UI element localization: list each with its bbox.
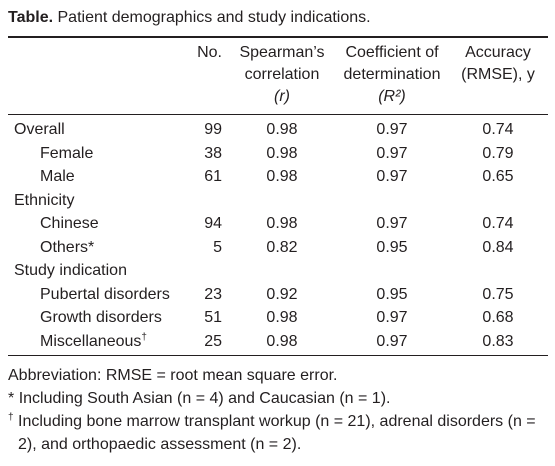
table-cell: 94: [204, 215, 222, 232]
row-label: Growth disorders: [8, 306, 188, 330]
table-cell: 0.98: [266, 168, 298, 185]
row-label-text: Pubertal disorders: [40, 285, 170, 303]
header-cell: [8, 37, 188, 115]
header-line: (r): [274, 88, 290, 105]
table-row: Others* 5 0.82 0.95 0.84: [8, 236, 548, 260]
table-row: Female 38 0.98 0.97 0.79: [8, 142, 548, 166]
row-label: Chinese: [8, 212, 188, 236]
row-note-mark: †: [141, 331, 147, 343]
table-cell: 51: [204, 309, 222, 326]
table-cell: 0.97: [376, 144, 408, 162]
row-label-text: Ethnicity: [14, 191, 75, 209]
footnote-text: Abbreviation: RMSE = root mean square er…: [8, 367, 338, 384]
row-label: Female: [8, 142, 188, 166]
table-cell: 25: [204, 332, 222, 350]
header-line: correlation: [244, 66, 320, 83]
caption-label: Table.: [8, 9, 54, 26]
footnote-mark: *: [8, 390, 15, 407]
data-table: No. Spearman’s correlation (r) Coefficient o…: [8, 36, 548, 356]
table-body: Overall 99 0.98 0.97 0.74 Female 38 0.98 0.97 0.7…: [8, 115, 548, 356]
table-cell: 0.65: [482, 168, 514, 185]
table-caption: Table. Patient demographics and study in…: [8, 7, 371, 29]
row-label-text: Others*: [40, 238, 95, 256]
row-label: Study indication: [8, 259, 188, 283]
table-cell: 0.97: [376, 215, 408, 232]
footnote: Abbreviation: RMSE = root mean square er…: [8, 364, 548, 387]
table-row: Ethnicity: [8, 189, 548, 213]
table-cell: 0.97: [376, 332, 408, 350]
row-label: Ethnicity: [8, 189, 188, 213]
table-cell: 0.74: [482, 121, 514, 138]
table-row: Growth disorders 51 0.98 0.97 0.68: [8, 306, 548, 330]
header-line: Accuracy: [465, 44, 531, 61]
table-cell: 0.95: [376, 285, 408, 303]
table-row: Pubertal disorders 23 0.92 0.95 0.75: [8, 283, 548, 307]
footnote-mark: †: [8, 412, 14, 423]
table-cell: 38: [204, 144, 222, 162]
table-cell: 99: [204, 121, 222, 138]
table-cell: 0.95: [376, 238, 408, 256]
table-cell: 0.98: [266, 121, 298, 138]
table-cell: 0.97: [376, 309, 408, 326]
table-cell: 5: [213, 238, 222, 256]
table-cell: 0.98: [266, 215, 298, 232]
table-row: Miscellaneous† 25 0.98 0.97 0.83: [8, 330, 548, 356]
empty-cell: [188, 259, 548, 283]
row-label: Others*: [8, 236, 188, 260]
header-line: (R²): [378, 88, 406, 105]
table-cell: 0.68: [482, 309, 514, 326]
footnote: † Including bone marrow transplant worku…: [8, 410, 548, 456]
table-cell: 23: [204, 285, 222, 303]
row-label-text: Study indication: [14, 262, 127, 279]
header-line: (RMSE), y: [461, 66, 535, 83]
header-line: No.: [197, 44, 222, 61]
table-cell: 0.97: [376, 121, 408, 138]
header-line: Spearman’s: [239, 44, 325, 61]
table-cell: 61: [204, 168, 222, 185]
header-row: No. Spearman’s correlation (r) Coefficient o…: [8, 37, 548, 115]
header-line: Coefficient of: [345, 44, 439, 61]
row-label-text: Male: [40, 168, 75, 185]
row-label: Miscellaneous†: [8, 330, 188, 356]
empty-cell: [188, 189, 548, 213]
row-label: Pubertal disorders: [8, 283, 188, 307]
row-label-text: Overall: [14, 121, 65, 138]
footnote-text: Including South Asian (n = 4) and Caucas…: [18, 390, 391, 407]
header-line: determination: [343, 66, 441, 83]
table-cell: 0.75: [482, 285, 514, 303]
table-row: Male 61 0.98 0.97 0.65: [8, 165, 548, 189]
row-label-text: Female: [40, 144, 94, 162]
row-label-text: Miscellaneous: [40, 332, 142, 350]
footnote: * Including South Asian (n = 4) and Cauc…: [8, 387, 548, 410]
table-cell: 0.98: [266, 309, 298, 326]
table-cell: 0.79: [482, 144, 514, 162]
header-cell: No.: [188, 37, 228, 115]
table-cell: 0.92: [266, 285, 298, 303]
footnote-text: Including bone marrow transplant workup …: [18, 413, 536, 453]
table-cell: 0.82: [266, 238, 298, 256]
row-label-text: Chinese: [40, 215, 99, 232]
table-cell: 0.97: [376, 168, 408, 185]
table-row: Chinese 94 0.98 0.97 0.74: [8, 212, 548, 236]
caption-text: Patient demographics and study indicatio…: [57, 9, 371, 26]
row-label-text: Growth disorders: [40, 309, 162, 326]
footnotes: Abbreviation: RMSE = root mean square er…: [8, 364, 548, 456]
table-cell: 0.84: [482, 238, 514, 256]
row-label: Male: [8, 165, 188, 189]
header-cell: Accuracy (RMSE), y: [448, 37, 548, 115]
table-cell: 0.98: [266, 144, 298, 162]
table-cell: 0.98: [266, 332, 298, 350]
table-row: Overall 99 0.98 0.97 0.74: [8, 115, 548, 142]
table-cell: 0.83: [482, 332, 514, 350]
table-cell: 0.74: [482, 215, 514, 232]
table-row: Study indication: [8, 259, 548, 283]
header-cell: Spearman’s correlation (r): [228, 37, 336, 115]
row-label: Overall: [8, 115, 188, 142]
header-cell: Coefficient of determination (R²): [336, 37, 448, 115]
